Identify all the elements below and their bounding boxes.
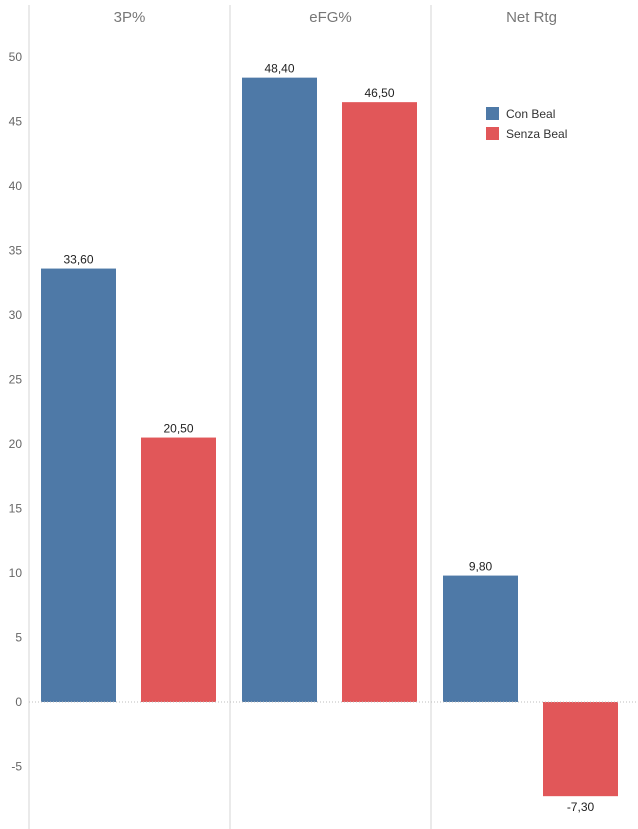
bar xyxy=(443,575,518,702)
panel-header: 3P% xyxy=(114,9,146,26)
legend-swatch xyxy=(486,107,499,120)
y-tick-label: 35 xyxy=(9,244,23,258)
legend-entry: Con Beal xyxy=(506,107,555,121)
y-tick-label: 50 xyxy=(9,50,23,64)
y-tick-label: 40 xyxy=(9,179,23,193)
y-tick-label: 30 xyxy=(9,308,23,322)
legend-swatch xyxy=(486,127,499,140)
bar xyxy=(242,77,317,702)
data-label: -7,30 xyxy=(567,800,595,814)
panel-header: eFG% xyxy=(309,9,352,26)
panel-header: Net Rtg xyxy=(506,9,557,26)
legend-entry: Senza Beal xyxy=(506,127,567,141)
bar xyxy=(141,437,216,702)
data-label: 48,40 xyxy=(264,62,294,76)
bar xyxy=(543,702,618,797)
y-tick-label: 20 xyxy=(9,437,23,451)
data-label: 9,80 xyxy=(469,560,493,574)
data-label: 33,60 xyxy=(63,253,93,267)
y-tick-label: 25 xyxy=(9,373,23,387)
data-label: 20,50 xyxy=(163,422,193,436)
y-tick-label: 15 xyxy=(9,502,23,516)
bar xyxy=(41,268,116,702)
y-tick-label: 45 xyxy=(9,115,23,129)
y-tick-label: 10 xyxy=(9,566,23,580)
bar xyxy=(342,102,417,702)
data-label: 46,50 xyxy=(364,86,394,100)
y-tick-label: 0 xyxy=(15,695,22,709)
y-tick-label: -5 xyxy=(11,760,22,774)
y-tick-label: 5 xyxy=(15,631,22,645)
